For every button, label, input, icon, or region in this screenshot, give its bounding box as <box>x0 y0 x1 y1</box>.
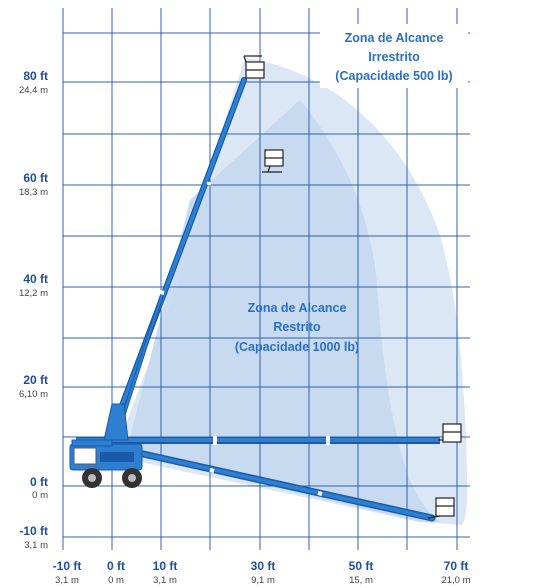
restricted-zone-label: Zona de Alcance Restrito (Capacidade 100… <box>235 301 359 354</box>
y-tick-m: 3,1 m <box>24 540 48 551</box>
unrestricted-zone-pointer <box>374 88 380 122</box>
restricted-zone-line1: Zona de Alcance <box>248 301 347 315</box>
unrestricted-zone-label: Zona de Alcance Irrestrito (Capacidade 5… <box>335 31 452 83</box>
y-tick-m: 24,4 m <box>19 85 48 96</box>
platform-horizontal <box>438 423 462 443</box>
boom-elevated <box>109 77 247 435</box>
unrestricted-zone-box <box>320 24 468 88</box>
x-tick-m: 21,0 m <box>441 575 470 586</box>
x-tick-m: 3,1 m <box>55 575 79 586</box>
boom-riser <box>103 403 129 441</box>
x-tick-ft: 70 ft <box>444 559 469 573</box>
y-tick-ft: 40 ft <box>23 272 48 286</box>
x-axis-labels: -10 ft 3,1 m 0 ft 0 m 10 ft 3,1 m 30 ft … <box>53 559 471 586</box>
x-tick-m: 0 m <box>108 575 124 586</box>
x-tick-m: 3,1 m <box>153 575 177 586</box>
x-tick-m: 15, m <box>349 575 373 586</box>
platform-top <box>243 55 265 79</box>
restricted-zone-line2: Restrito <box>273 320 321 334</box>
machine-chassis <box>69 439 143 488</box>
x-tick-ft: 0 ft <box>107 559 125 573</box>
unrestricted-zone-line3: (Capacidade 500 lb) <box>335 69 452 83</box>
y-axis-labels: 80 ft 24,4 m 60 ft 18,3 m 40 ft 12,2 m 2… <box>19 69 48 551</box>
y-tick-ft: 80 ft <box>23 69 48 83</box>
boom-horizontal <box>76 436 440 445</box>
unrestricted-zone-line1: Zona de Alcance <box>345 31 444 45</box>
restricted-zone-line3: (Capacidade 1000 lb) <box>235 340 359 354</box>
y-tick-m: 0 m <box>32 490 48 501</box>
x-tick-ft: -10 ft <box>53 559 82 573</box>
x-tick-m: 9,1 m <box>251 575 275 586</box>
boom-below-grade <box>121 446 436 522</box>
y-tick-m: 6,10 m <box>19 389 48 400</box>
x-tick-ft: 10 ft <box>153 559 178 573</box>
y-tick-m: 18,3 m <box>19 187 48 198</box>
y-tick-m: 12,2 m <box>19 288 48 299</box>
unrestricted-zone-line2: Irrestrito <box>368 50 420 64</box>
platform-below-grade <box>427 497 455 519</box>
y-tick-ft: 20 ft <box>23 373 48 387</box>
y-tick-ft: 0 ft <box>30 475 48 489</box>
x-tick-ft: 30 ft <box>251 559 276 573</box>
y-tick-ft: -10 ft <box>19 524 48 538</box>
y-tick-ft: 60 ft <box>23 171 48 185</box>
inner-reach-envelope <box>128 100 440 522</box>
x-tick-ft: 50 ft <box>349 559 374 573</box>
platform-mid <box>262 149 284 173</box>
